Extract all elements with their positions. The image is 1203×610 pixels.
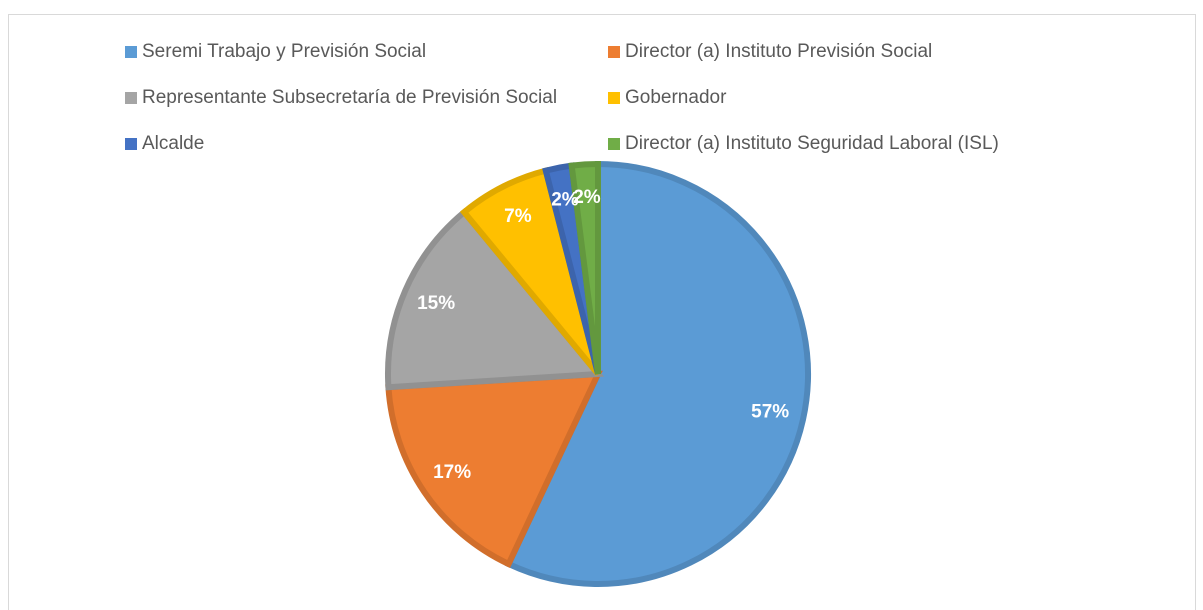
legend: Seremi Trabajo y Previsión Social Directo…	[125, 41, 999, 154]
pie	[385, 160, 811, 587]
pie-slice	[385, 207, 605, 391]
data-label: 17%	[433, 462, 471, 483]
data-label: 7%	[504, 206, 532, 227]
legend-label: Director (a) Instituto Previsión Social	[625, 41, 932, 62]
legend-label: Representante Subsecretaría de Previsión…	[142, 87, 557, 108]
data-label: 57%	[751, 401, 789, 422]
legend-swatch	[125, 46, 137, 58]
legend-swatch	[608, 46, 620, 58]
data-labels: 57% 17% 15% 7% 2%2%	[417, 187, 789, 483]
legend-label: Alcalde	[142, 133, 204, 154]
legend-label: Gobernador	[625, 87, 727, 108]
data-label: 2%	[551, 190, 579, 211]
pie-slice	[385, 370, 603, 569]
legend-label: Seremi Trabajo y Previsión Social	[142, 41, 426, 62]
legend-swatch	[608, 92, 620, 104]
pie-slice	[568, 160, 601, 375]
legend-label: Director (a) Instituto Seguridad Laboral…	[625, 133, 999, 154]
data-label: 15%	[417, 293, 455, 314]
legend-swatch	[125, 138, 137, 150]
pie-slice	[504, 160, 811, 587]
legend-swatch	[125, 92, 137, 104]
chart-border	[8, 14, 1196, 610]
legend-swatch	[608, 138, 620, 150]
data-label: 2%	[573, 187, 601, 208]
